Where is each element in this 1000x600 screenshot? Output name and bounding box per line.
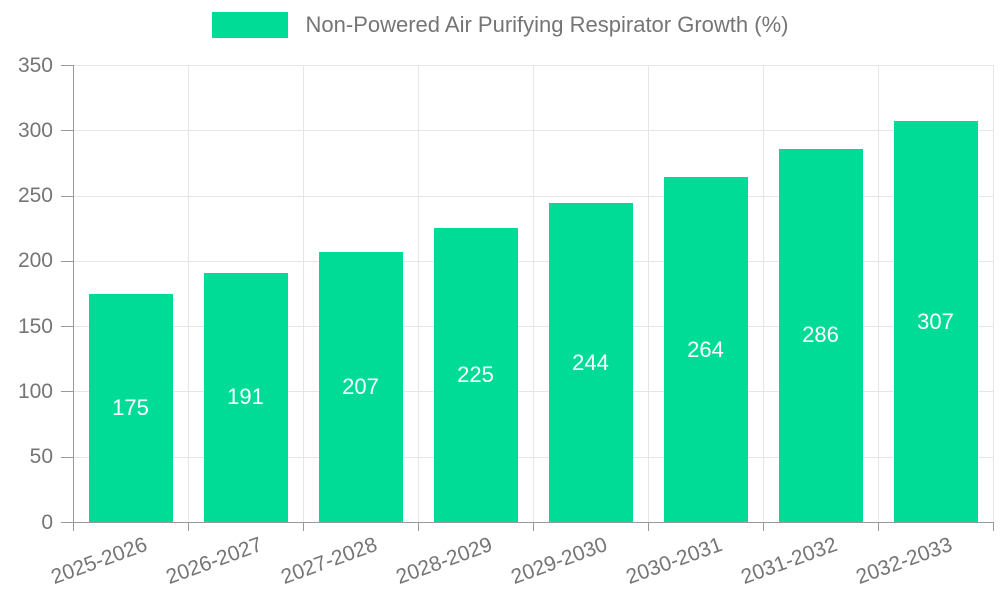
x-axis-tick bbox=[878, 522, 879, 531]
v-gridline bbox=[993, 65, 994, 522]
x-axis-tick bbox=[73, 522, 74, 531]
bar-value-label: 207 bbox=[342, 373, 379, 399]
bar[interactable]: 207 bbox=[318, 251, 403, 522]
y-axis-line bbox=[73, 65, 74, 531]
bar-value-label: 191 bbox=[227, 384, 264, 410]
v-gridline bbox=[418, 65, 419, 522]
y-axis-tick bbox=[61, 391, 73, 393]
y-axis-tick bbox=[61, 130, 73, 132]
y-axis-tick-label: 150 bbox=[17, 314, 53, 338]
x-axis-tick bbox=[648, 522, 649, 531]
y-axis-tick-label: 0 bbox=[41, 510, 53, 534]
y-axis-tick-label: 100 bbox=[17, 379, 53, 403]
x-axis-tick-label: 2029-2030 bbox=[508, 533, 611, 589]
y-axis-tick bbox=[61, 260, 73, 262]
bar[interactable]: 244 bbox=[548, 203, 633, 522]
v-gridline bbox=[878, 65, 879, 522]
bar-value-label: 307 bbox=[917, 308, 954, 334]
y-axis-tick bbox=[61, 456, 73, 458]
bar[interactable]: 175 bbox=[88, 293, 173, 522]
y-axis-tick bbox=[61, 522, 73, 523]
y-axis-tick-label: 350 bbox=[17, 53, 53, 77]
y-axis-tick-label: 50 bbox=[29, 445, 53, 469]
bar[interactable]: 191 bbox=[203, 272, 288, 522]
legend-label: Non-Powered Air Purifying Respirator Gro… bbox=[305, 12, 789, 37]
legend-swatch bbox=[211, 12, 288, 38]
x-axis-tick bbox=[993, 522, 994, 531]
x-axis-tick-label: 2031-2032 bbox=[738, 533, 841, 589]
v-gridline bbox=[648, 65, 649, 522]
bar-value-label: 244 bbox=[572, 349, 609, 375]
y-axis-tick bbox=[61, 195, 73, 197]
v-gridline bbox=[763, 65, 764, 522]
x-axis-tick bbox=[763, 522, 764, 531]
bar-value-label: 286 bbox=[802, 322, 839, 348]
bar[interactable]: 307 bbox=[893, 121, 978, 522]
v-gridline bbox=[533, 65, 534, 522]
bar-value-label: 175 bbox=[112, 394, 149, 420]
x-axis-tick bbox=[303, 522, 304, 531]
y-axis-tick-label: 250 bbox=[17, 184, 53, 208]
bar[interactable]: 286 bbox=[778, 148, 863, 522]
x-axis-tick-label: 2032-2033 bbox=[853, 533, 956, 589]
x-axis-tick-label: 2025-2026 bbox=[48, 533, 151, 589]
v-gridline bbox=[303, 65, 304, 522]
bar[interactable]: 225 bbox=[433, 228, 518, 522]
x-axis-tick bbox=[418, 522, 419, 531]
x-axis-tick bbox=[533, 522, 534, 531]
x-axis-tick-label: 2030-2031 bbox=[623, 533, 726, 589]
y-axis-tick bbox=[61, 326, 73, 328]
x-axis-tick bbox=[188, 522, 189, 531]
v-gridline bbox=[188, 65, 189, 522]
bar-value-label: 264 bbox=[687, 336, 724, 362]
y-axis-tick bbox=[61, 65, 73, 66]
bar[interactable]: 264 bbox=[663, 177, 748, 522]
y-axis-tick-label: 300 bbox=[17, 118, 53, 142]
x-axis-tick-label: 2028-2029 bbox=[393, 533, 496, 589]
x-axis-tick-label: 2027-2028 bbox=[278, 533, 381, 589]
x-axis-tick-label: 2026-2027 bbox=[163, 533, 266, 589]
y-axis-tick-label: 200 bbox=[17, 249, 53, 273]
legend-item[interactable]: Non-Powered Air Purifying Respirator Gro… bbox=[0, 12, 1000, 38]
bar-value-label: 225 bbox=[457, 362, 494, 388]
